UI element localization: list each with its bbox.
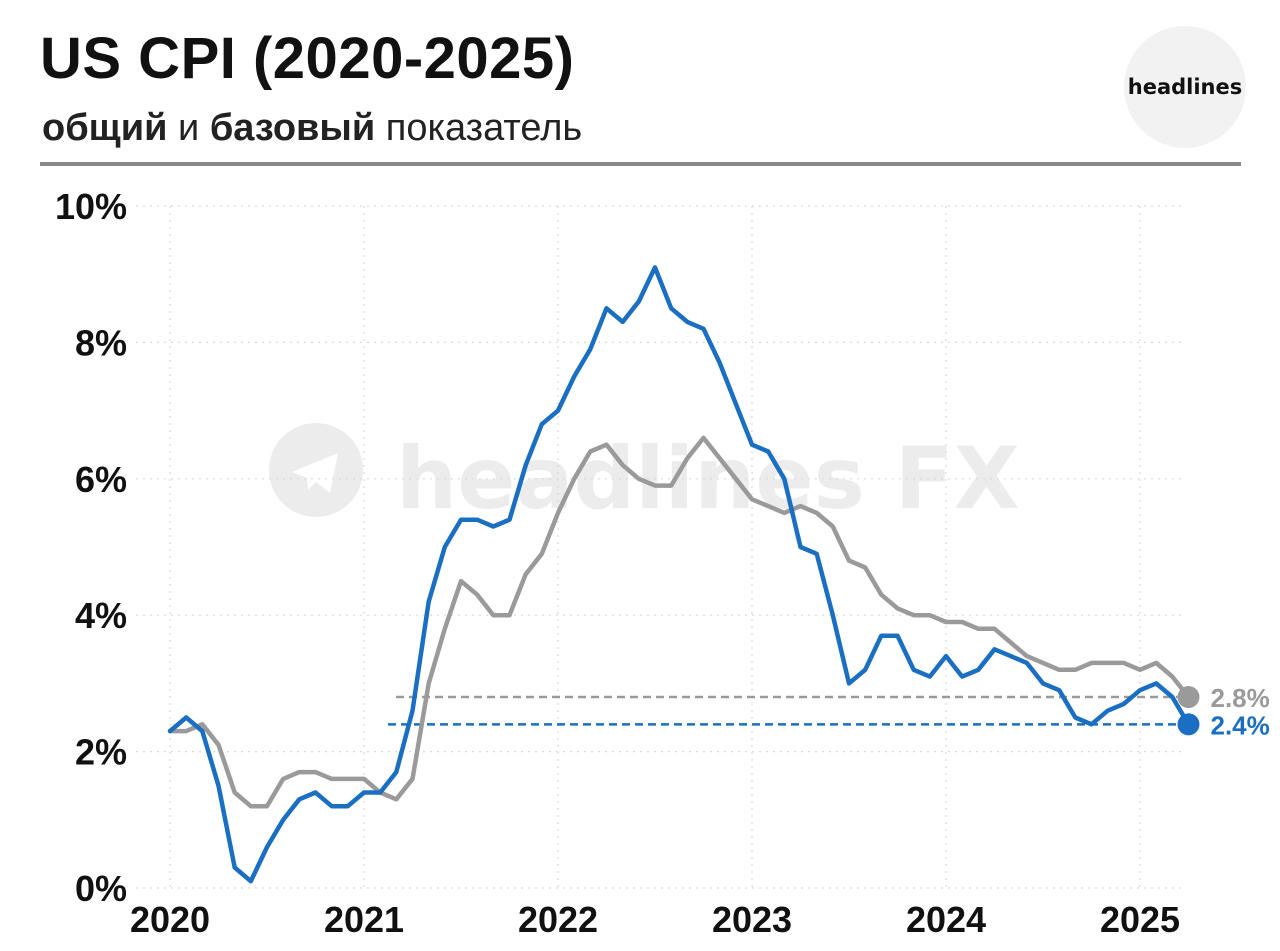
- header-divider: [40, 162, 1241, 166]
- y-axis-labels: 0% 2% 4% 6% 8% 10%: [55, 186, 127, 909]
- series-lines: [167, 265, 1191, 884]
- x-tick-label: 2022: [518, 899, 598, 940]
- y-tick-label: 10%: [55, 186, 127, 227]
- core-series-line: [167, 435, 1191, 809]
- y-tick-label: 4%: [75, 595, 127, 636]
- x-tick-label: 2025: [1100, 899, 1180, 940]
- x-tick-label: 2023: [712, 899, 792, 940]
- core-endpoint-marker: [1177, 686, 1200, 709]
- page-subtitle: общий и базовый показатель: [42, 107, 583, 150]
- x-tick-label: 2024: [906, 899, 986, 940]
- y-tick-label: 2%: [75, 732, 127, 773]
- brand-logo: headlines: [1124, 26, 1246, 148]
- watermark: headlines FX: [269, 423, 1020, 529]
- x-tick-label: 2021: [324, 899, 404, 940]
- gridlines-vertical: [169, 206, 1141, 888]
- y-tick-label: 0%: [75, 868, 127, 909]
- subtitle-suffix: показатель: [375, 107, 583, 149]
- headline-series-line: [167, 265, 1191, 884]
- subtitle-core-label: базовый: [209, 107, 376, 149]
- series-endpoints: 2.8%2.4%: [1177, 683, 1270, 740]
- last-value-guides: [388, 695, 1189, 726]
- y-tick-label: 8%: [75, 322, 127, 363]
- y-tick-label: 6%: [75, 459, 127, 500]
- subtitle-connector: и: [167, 107, 210, 149]
- page-title: US CPI (2020-2025): [40, 26, 575, 91]
- gridlines-horizontal: [136, 205, 1185, 889]
- x-axis-labels: 2020 2021 2022 2023 2024 2025: [130, 899, 1180, 940]
- cpi-line-chart: headlines FX 0%2%4%6%8%10% 2020 2021 2022 2…: [55, 186, 1270, 940]
- x-tick-label: 2020: [130, 899, 210, 940]
- telegram-icon: [269, 423, 363, 517]
- headline-endpoint-label: 2.4%: [1211, 710, 1270, 740]
- subtitle-headline-label: общий: [42, 107, 168, 149]
- headline-endpoint-marker: [1177, 713, 1200, 736]
- core-endpoint-label: 2.8%: [1211, 683, 1270, 713]
